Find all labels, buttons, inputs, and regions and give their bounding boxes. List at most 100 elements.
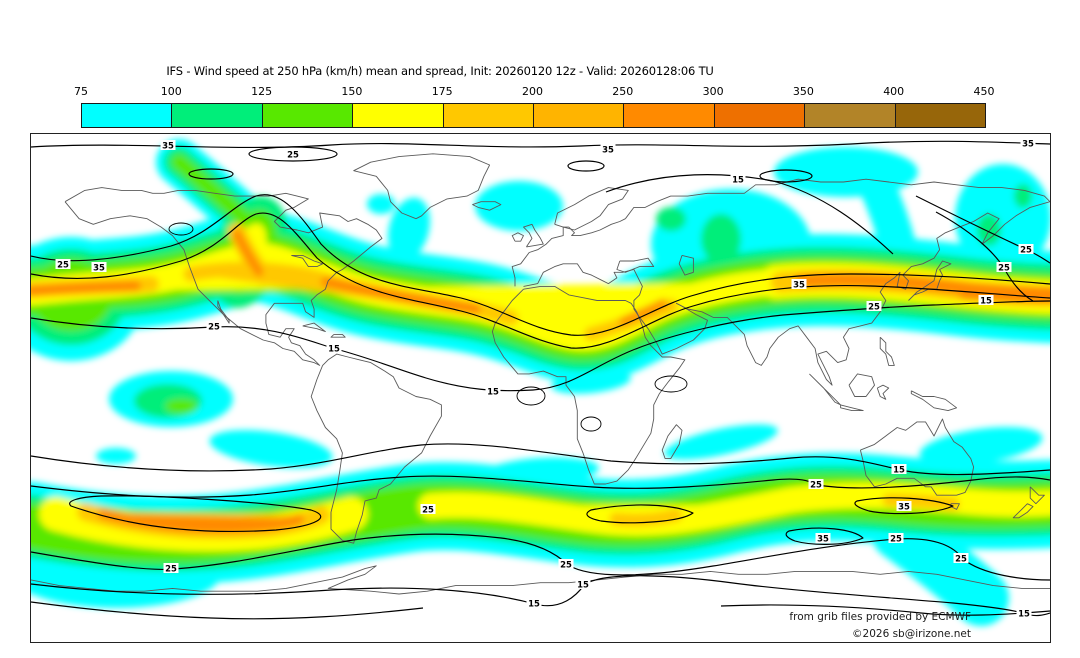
coastline-path [661, 424, 683, 460]
coastline-path [353, 153, 491, 220]
colorbar-ticks: 75 100 125 150 175 200 250 300 350 400 450 [0, 85, 1080, 99]
coastlines [31, 153, 1050, 595]
contour-label: 25 [953, 553, 969, 564]
svg-text:25: 25 [810, 480, 822, 490]
coastline-path [511, 232, 524, 242]
contour-label: 35 [815, 533, 831, 544]
colorbar-segment [895, 104, 986, 127]
svg-text:25: 25 [208, 322, 220, 332]
coastline-path [678, 254, 694, 276]
colorbar-tick: 400 [883, 85, 905, 98]
coastline-path [1012, 503, 1034, 519]
coastline-path [876, 384, 890, 400]
coastline-path [310, 353, 442, 544]
svg-text:25: 25 [165, 564, 177, 574]
svg-text:35: 35 [898, 502, 910, 512]
svg-text:25: 25 [998, 263, 1010, 273]
coastline-path [840, 404, 864, 412]
contour-label: 15 [575, 579, 591, 590]
svg-text:25: 25 [890, 534, 902, 544]
contour-label: 35 [91, 262, 107, 273]
coastline-path [523, 223, 544, 248]
svg-text:25: 25 [1020, 245, 1032, 255]
contour-labels: 35 25 35 15 35 25 25 25 35 35 25 15 25 15 15 15 25 35 25 35… [55, 138, 1036, 619]
colorbar-tick: 350 [792, 85, 814, 98]
colorbar-tick: 175 [431, 85, 453, 98]
colorbar-segment [172, 104, 263, 127]
coastline-path [616, 257, 655, 273]
colorbar-segment [805, 104, 896, 127]
contour-label: 15 [526, 598, 542, 609]
svg-text:25: 25 [287, 150, 299, 160]
svg-text:15: 15 [577, 580, 589, 590]
colorbar-tick: 100 [160, 85, 182, 98]
coastline-path [879, 336, 895, 366]
svg-text:25: 25 [868, 302, 880, 312]
colorbar-tick: 150 [341, 85, 363, 98]
svg-text:15: 15 [980, 296, 992, 306]
contour-label: 25 [163, 563, 179, 574]
svg-text:15: 15 [893, 465, 905, 475]
coastline-path [472, 201, 502, 211]
coastline-path [809, 373, 842, 406]
svg-text:35: 35 [1022, 139, 1034, 149]
coastline-path [217, 300, 230, 324]
coastline-path [31, 565, 1050, 595]
svg-text:15: 15 [487, 387, 499, 397]
contour-label: 15 [891, 464, 907, 475]
colorbar-segment [624, 104, 715, 127]
coastline-path [910, 390, 958, 412]
coastline-path [1029, 486, 1045, 505]
svg-text:15: 15 [732, 175, 744, 185]
contour-label: 15 [326, 343, 342, 354]
chart-title: IFS - Wind speed at 250 hPa (km/h) mean … [166, 64, 714, 78]
colorbar-tick: 200 [522, 85, 543, 98]
coastline-path [291, 254, 324, 268]
colorbar [81, 103, 986, 128]
svg-text:25: 25 [422, 505, 434, 515]
contour-label: 15 [485, 386, 501, 397]
svg-text:35: 35 [817, 534, 829, 544]
svg-text:15: 15 [1018, 609, 1030, 619]
svg-text:35: 35 [602, 145, 614, 155]
contour-label: 25 [996, 262, 1012, 273]
colorbar-segment [262, 104, 354, 127]
contour-label: 25 [285, 149, 301, 160]
contour-label: 15 [978, 295, 994, 306]
colorbar-segment [353, 104, 444, 127]
contour-label: 25 [558, 559, 574, 570]
wind-map: 35 25 35 15 35 25 25 25 35 35 25 15 25 15 15 15 25 35 25 35… [31, 138, 1050, 626]
colorbar-segment [82, 104, 173, 127]
coastline-path [859, 418, 975, 496]
coastline-path [908, 260, 952, 301]
contour-label: 25 [55, 259, 71, 270]
contour-label: 15 [1016, 608, 1032, 619]
contour-label: 35 [791, 279, 807, 290]
colorbar-tick: 300 [702, 85, 724, 98]
colorbar-tick: 75 [74, 85, 88, 98]
svg-text:35: 35 [162, 141, 174, 151]
svg-text:15: 15 [328, 344, 340, 354]
contour-label: 25 [420, 504, 436, 515]
coastline-path [848, 373, 875, 397]
contour-label: 25 [808, 479, 824, 490]
colorbar-segment [714, 104, 806, 127]
contour-label: 25 [888, 533, 904, 544]
colorbar-segment [443, 104, 535, 127]
contour-label: 25 [206, 321, 222, 332]
svg-text:15: 15 [528, 599, 540, 609]
colorbar-tick: 250 [612, 85, 634, 98]
svg-text:25: 25 [560, 560, 572, 570]
coastline-path [554, 187, 629, 231]
coastline-path [64, 187, 383, 366]
colorbar-tick: 450 [973, 85, 995, 98]
map-frame: 35 25 35 15 35 25 25 25 35 35 25 15 25 15 15 15 25 35 25 35… [30, 133, 1051, 643]
colorbar-segment [534, 104, 625, 127]
contour-label: 15 [730, 174, 746, 185]
coastline-path [330, 333, 346, 338]
wind-speed-field [31, 139, 1050, 626]
svg-text:25: 25 [955, 554, 967, 564]
colorbar-tick: 125 [251, 85, 273, 98]
coastline-path [302, 322, 326, 333]
